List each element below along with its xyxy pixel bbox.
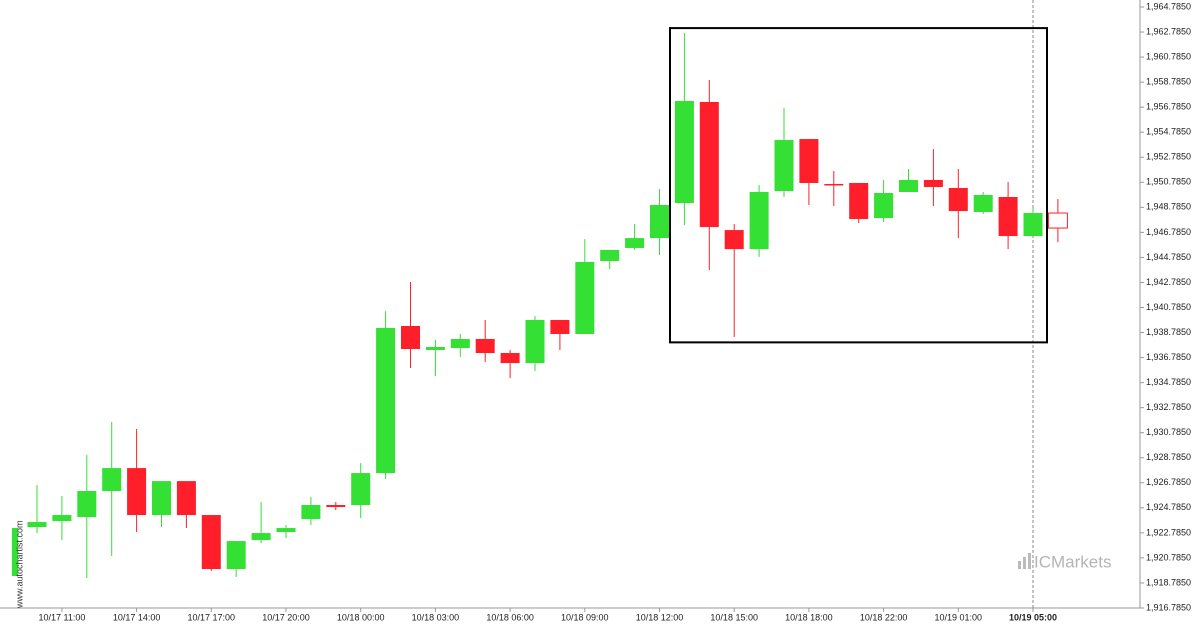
candle-body	[650, 205, 669, 239]
logo-bar	[1018, 561, 1021, 569]
watermark: www.autochartist.com	[14, 520, 24, 609]
y-tick-label: 1,952.7850	[1146, 152, 1191, 162]
x-tick-label: 10/17 11:00	[38, 612, 85, 622]
y-tick-label: 1,922.7850	[1146, 527, 1191, 537]
y-tick-label: 1,934.7850	[1146, 377, 1191, 387]
x-tick-label: 10/17 17:00	[188, 612, 236, 622]
candle-body	[849, 182, 869, 220]
candle-body	[301, 505, 321, 520]
x-tick-label: 10/18 12:00	[636, 612, 684, 622]
candle-body	[376, 327, 396, 474]
candle-body	[251, 533, 271, 541]
candle-body	[724, 230, 744, 250]
x-tick-label: 10/18 09:00	[561, 612, 609, 622]
y-tick-label: 1,946.7850	[1146, 227, 1191, 237]
pattern-box	[669, 27, 1048, 344]
y-tick-label: 1,960.7850	[1146, 51, 1191, 61]
y-tick-label: 1,924.7850	[1146, 502, 1191, 512]
candle-body	[625, 238, 645, 248]
x-tick-label: 10/18 15:00	[710, 612, 758, 622]
candle-body	[226, 541, 246, 569]
y-tick-label: 1,944.7850	[1146, 252, 1191, 262]
candle-body	[201, 515, 221, 569]
y-tick-label: 1,948.7850	[1146, 202, 1191, 212]
candle-body	[500, 353, 520, 364]
brand: ICMarkets	[1034, 552, 1111, 571]
x-tick-label: 10/17 14:00	[113, 612, 161, 622]
candle-body	[550, 319, 570, 334]
x-tick-label: 10/18 22:00	[860, 612, 908, 622]
logo-bar	[1028, 553, 1031, 569]
y-tick-label: 1,938.7850	[1146, 327, 1191, 337]
x-tick-label: 10/18 06:00	[486, 612, 534, 622]
y-tick-label: 1,962.7850	[1146, 26, 1191, 36]
candle-body	[27, 522, 47, 528]
y-tick-label: 1,940.7850	[1146, 302, 1191, 312]
y-tick-label: 1,956.7850	[1146, 102, 1191, 112]
candle-body	[1023, 213, 1043, 237]
logo-bar	[1023, 557, 1026, 569]
brand-logo: ICMarkets	[1018, 552, 1111, 571]
candle-body	[973, 195, 993, 213]
y-tick-label: 1,930.7850	[1146, 427, 1191, 437]
candle-body	[948, 187, 968, 212]
candle-body	[326, 505, 346, 508]
candle-body	[923, 179, 943, 187]
y-tick-label: 1,964.7850	[1146, 1, 1191, 11]
y-tick-label: 1,918.7850	[1146, 577, 1191, 587]
candle-body	[874, 192, 894, 219]
x-tick-label: 10/18 18:00	[785, 612, 833, 622]
candle-body	[998, 197, 1018, 237]
candle-body	[152, 481, 171, 516]
candle-body	[525, 319, 545, 364]
y-tick-label: 1,954.7850	[1146, 127, 1191, 137]
x-tick-label: 10/17 20:00	[262, 612, 310, 622]
y-tick-label: 1,928.7850	[1146, 452, 1191, 462]
candle-body	[749, 191, 769, 250]
x-tick-label: 10/19 01:00	[935, 612, 983, 622]
candle-body	[799, 139, 819, 183]
y-tick-label: 1,916.7850	[1146, 602, 1191, 612]
candle-body	[176, 481, 196, 516]
candle-body	[276, 528, 296, 533]
candle-body	[575, 261, 595, 334]
candle-body	[600, 249, 620, 261]
y-tick-label: 1,958.7850	[1146, 77, 1191, 87]
candle-body	[824, 183, 844, 186]
candle-body	[475, 338, 495, 354]
candle-body	[77, 490, 97, 518]
y-tick-label: 1,942.7850	[1146, 277, 1191, 287]
candle-body	[102, 468, 122, 491]
y-tick-label: 1,926.7850	[1146, 477, 1191, 487]
candle-body	[401, 325, 420, 350]
x-tick-label: 10/18 03:00	[412, 612, 460, 622]
candle-body	[699, 101, 719, 228]
candle-body	[351, 473, 371, 506]
candle-body	[899, 179, 918, 192]
candle-body	[674, 100, 694, 204]
x-tick-label: 10/18 00:00	[337, 612, 385, 622]
x-tick-label: 10/19 05:00	[1009, 612, 1057, 622]
candle-body	[774, 140, 794, 191]
y-tick-label: 1,920.7850	[1146, 552, 1191, 562]
candle-body	[127, 468, 147, 516]
candle-body	[1047, 212, 1068, 229]
y-tick-label: 1,936.7850	[1146, 352, 1191, 362]
y-tick-label: 1,932.7850	[1146, 402, 1191, 412]
candle-body	[425, 347, 445, 351]
candle-body	[52, 515, 72, 522]
watermark-bar	[12, 528, 18, 576]
candle-body	[450, 338, 470, 349]
y-tick-label: 1,950.7850	[1146, 177, 1191, 187]
